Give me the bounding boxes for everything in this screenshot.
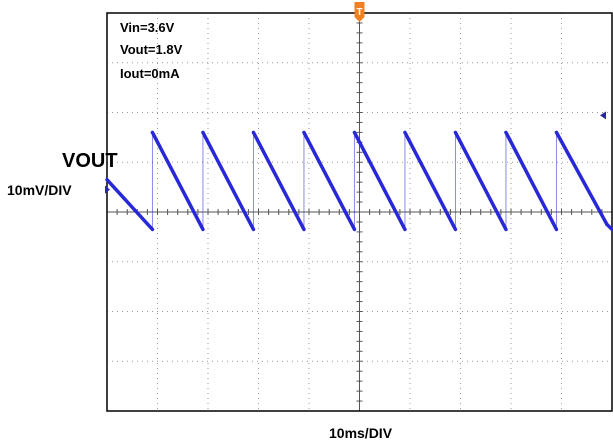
- trace-ramp: [302, 130, 357, 232]
- trace-ramp: [105, 177, 155, 232]
- channel-marker: [105, 185, 110, 194]
- marker-layer: T: [105, 2, 606, 194]
- trace-ramp: [554, 130, 609, 227]
- trigger-marker-label: T: [356, 7, 362, 18]
- trace-ramp: [504, 130, 559, 232]
- channel-label: VOUT: [62, 150, 118, 172]
- trigger-marker: [354, 2, 365, 22]
- annotation-vout: Vout=1.8V: [120, 42, 183, 57]
- grid: [106, 12, 613, 412]
- trace-ramp: [201, 130, 256, 232]
- x-scale-label: 10ms/DIV: [329, 425, 393, 441]
- trace-ramp: [150, 130, 205, 232]
- trigger-level-marker: [600, 111, 606, 120]
- trace-ramp: [453, 130, 508, 232]
- annotation-iout: Iout=0mA: [120, 66, 180, 81]
- trace-ramp: [605, 222, 613, 232]
- annotation-vin: Vin=3.6V: [120, 20, 175, 35]
- y-scale-label: 10mV/DIV: [7, 182, 72, 198]
- trace-layer: [105, 130, 613, 232]
- trace-ramp: [352, 130, 407, 232]
- trace-ramp: [403, 130, 458, 232]
- trace-ramp: [251, 130, 306, 232]
